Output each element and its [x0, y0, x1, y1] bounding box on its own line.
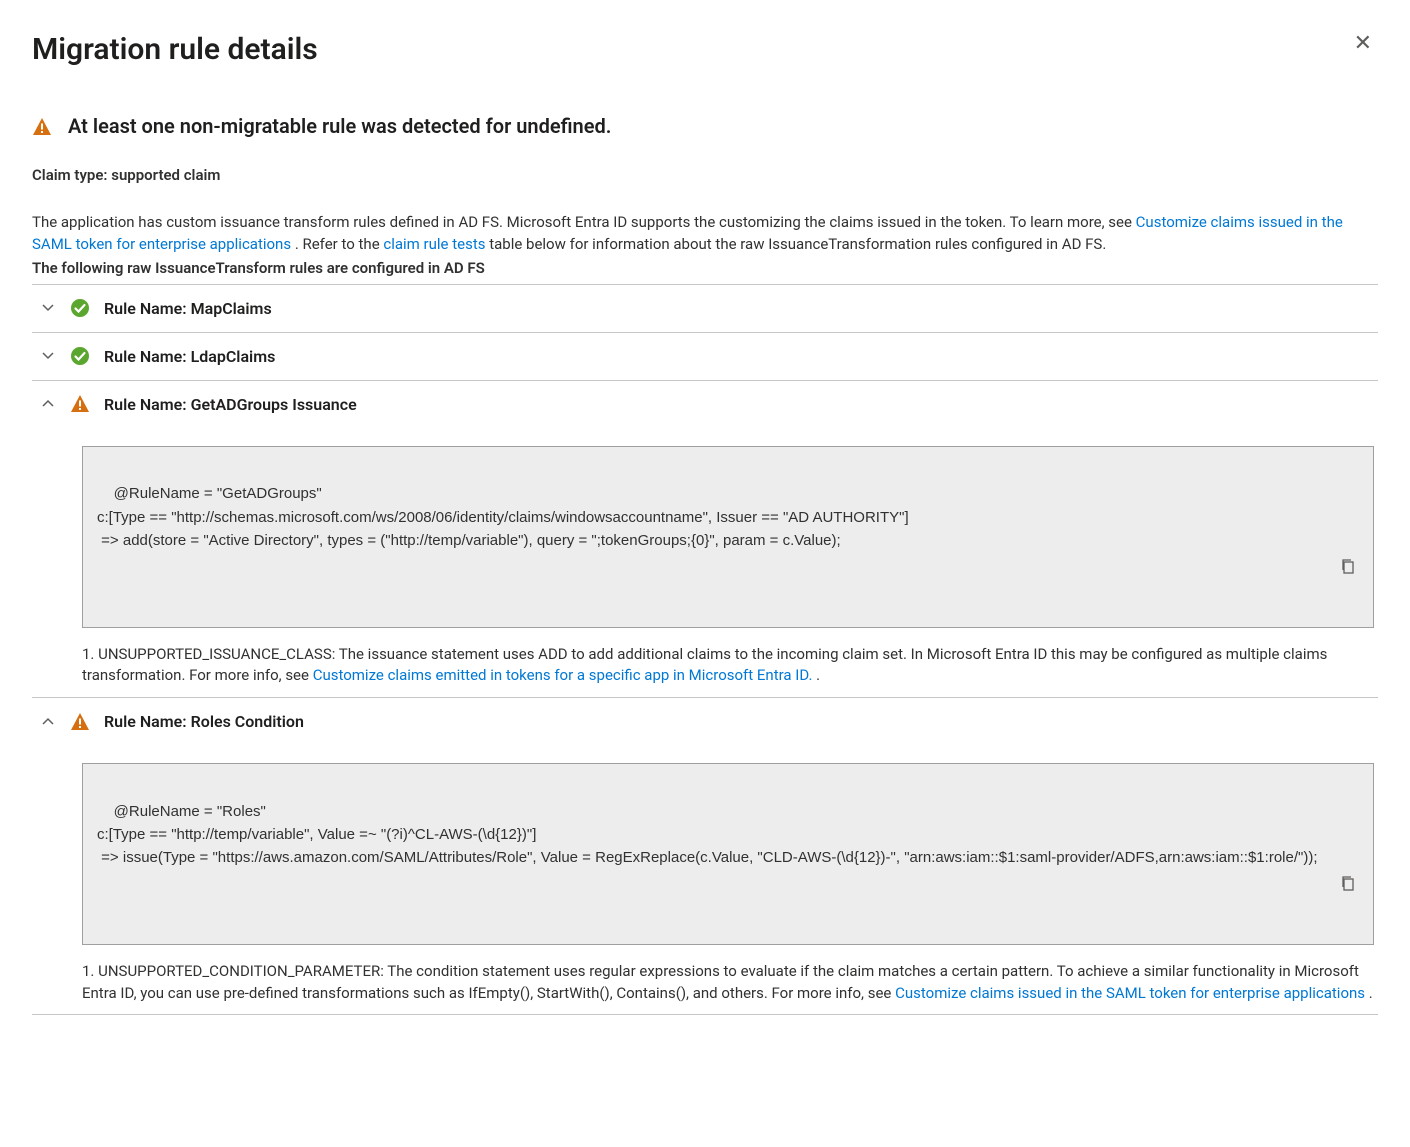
warning-icon [70, 712, 90, 732]
claim-type-label: Claim type: supported claim [32, 165, 1378, 187]
chevron-down-icon [40, 350, 56, 362]
rule-row-mapclaims[interactable]: Rule Name: MapClaims [32, 285, 1378, 333]
rule-body-roles: @RuleName = "Roles" c:[Type == "http://t… [32, 745, 1378, 1015]
copy-icon[interactable] [1340, 829, 1365, 938]
intro-part3: table below for information about the ra… [489, 235, 1106, 253]
page-title: Migration rule details [32, 28, 318, 72]
link-claim-rule-tests[interactable]: claim rule tests [383, 235, 485, 253]
rule-row-roles[interactable]: Rule Name: Roles Condition [32, 698, 1378, 745]
rule-message-post: . [816, 666, 820, 684]
intro-text: The application has custom issuance tran… [32, 212, 1378, 256]
rule-body-getadgroups: @RuleName = "GetADGroups" c:[Type == "ht… [32, 428, 1378, 698]
link-customize-claims-saml-2[interactable]: Customize claims issued in the SAML toke… [895, 984, 1365, 1002]
intro-part2: . Refer to the [295, 235, 384, 253]
close-icon[interactable]: ✕ [1348, 28, 1378, 60]
chevron-up-icon [40, 398, 56, 410]
rule-message-post: . [1369, 984, 1373, 1002]
link-customize-claims-tokens[interactable]: Customize claims emitted in tokens for a… [313, 666, 813, 684]
rule-label: Rule Name: LdapClaims [104, 345, 275, 368]
rule-row-getadgroups[interactable]: Rule Name: GetADGroups Issuance [32, 381, 1378, 428]
chevron-down-icon [40, 302, 56, 314]
code-text: @RuleName = "Roles" c:[Type == "http://t… [97, 803, 1317, 867]
warning-icon [32, 116, 52, 136]
rule-message: 1. UNSUPPORTED_ISSUANCE_CLASS: The issua… [82, 644, 1374, 688]
intro-part1: The application has custom issuance tran… [32, 213, 1136, 231]
copy-icon[interactable] [1340, 512, 1365, 621]
code-block: @RuleName = "GetADGroups" c:[Type == "ht… [82, 446, 1374, 628]
success-icon [70, 298, 90, 318]
alert-heading: At least one non-migratable rule was det… [68, 112, 611, 141]
rule-label: Rule Name: Roles Condition [104, 710, 304, 733]
chevron-up-icon [40, 716, 56, 728]
rule-label: Rule Name: GetADGroups Issuance [104, 393, 357, 416]
alert-row: At least one non-migratable rule was det… [32, 112, 1378, 141]
rule-row-ldapclaims[interactable]: Rule Name: LdapClaims [32, 333, 1378, 381]
warning-icon [70, 394, 90, 414]
intro-bold-line: The following raw IssuanceTransform rule… [32, 258, 1378, 280]
success-icon [70, 346, 90, 366]
code-text: @RuleName = "GetADGroups" c:[Type == "ht… [97, 485, 909, 549]
rule-message: 1. UNSUPPORTED_CONDITION_PARAMETER: The … [82, 961, 1374, 1005]
rule-label: Rule Name: MapClaims [104, 297, 272, 320]
code-block: @RuleName = "Roles" c:[Type == "http://t… [82, 763, 1374, 945]
